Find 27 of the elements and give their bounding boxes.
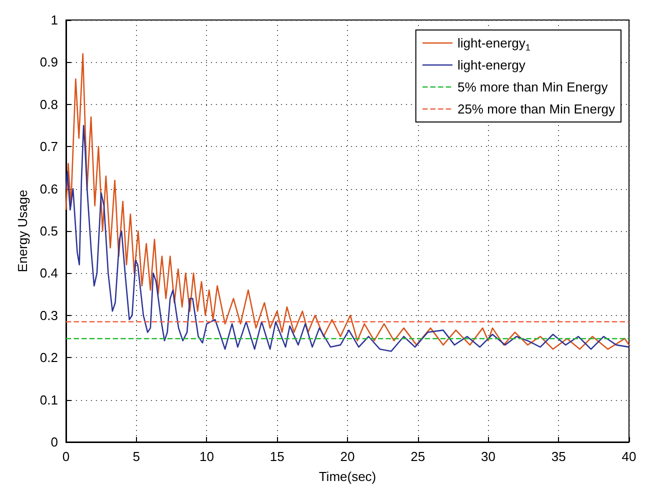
- x-axis-title: Time(sec): [318, 469, 376, 484]
- y-tick-label: 0.3: [40, 308, 58, 323]
- legend-label: 5% more than Min Energy: [457, 80, 608, 94]
- y-tick-label: 0.8: [40, 96, 58, 112]
- x-tick-label: 25: [410, 449, 426, 464]
- x-tick-label: 5: [132, 449, 140, 464]
- y-tick-label: 0.2: [40, 350, 58, 366]
- x-tick-label: 15: [270, 449, 284, 464]
- legend-label: light-energy: [457, 58, 526, 72]
- x-tick-label: 10: [199, 449, 214, 464]
- x-tick-label: 40: [622, 449, 636, 464]
- y-tick-label: 1: [50, 12, 58, 28]
- x-tick-label: 20: [340, 449, 355, 464]
- x-tick-label: 35: [551, 449, 566, 464]
- legend-label: 25% more than Min Energy: [457, 102, 616, 116]
- x-tick-label: 30: [481, 449, 496, 464]
- y-tick-label: 0.9: [40, 54, 58, 70]
- y-tick-label: 0: [50, 434, 58, 450]
- y-tick-label: 0.6: [40, 181, 58, 196]
- x-tick-label: 0: [62, 449, 70, 464]
- y-tick-label: 0.4: [40, 266, 58, 281]
- y-tick-label: 0.1: [40, 392, 58, 408]
- y-tick-label: 0.7: [40, 139, 58, 154]
- line-series: [65, 53, 630, 350]
- line-series: [65, 124, 630, 352]
- y-tick-label: 0.5: [40, 224, 58, 238]
- y-axis-title: Energy Usage: [15, 190, 30, 272]
